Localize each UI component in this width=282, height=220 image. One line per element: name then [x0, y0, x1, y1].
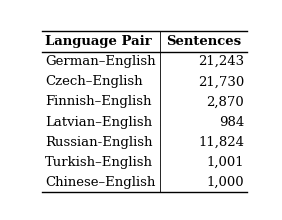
Text: 21,730: 21,730 — [198, 75, 244, 88]
Text: 984: 984 — [219, 116, 244, 128]
Text: Sentences: Sentences — [166, 35, 241, 48]
Text: Turkish–English: Turkish–English — [45, 156, 153, 169]
Text: 11,824: 11,824 — [198, 136, 244, 149]
Text: Language Pair: Language Pair — [45, 35, 152, 48]
Text: 1,000: 1,000 — [206, 176, 244, 189]
Text: Latvian–English: Latvian–English — [45, 116, 152, 128]
Text: 1,001: 1,001 — [206, 156, 244, 169]
Text: 21,243: 21,243 — [198, 55, 244, 68]
Text: Finnish–English: Finnish–English — [45, 95, 152, 108]
Text: Russian-English: Russian-English — [45, 136, 153, 149]
Text: Czech–English: Czech–English — [45, 75, 143, 88]
Text: Chinese–English: Chinese–English — [45, 176, 155, 189]
Text: 2,870: 2,870 — [206, 95, 244, 108]
Text: German–English: German–English — [45, 55, 156, 68]
